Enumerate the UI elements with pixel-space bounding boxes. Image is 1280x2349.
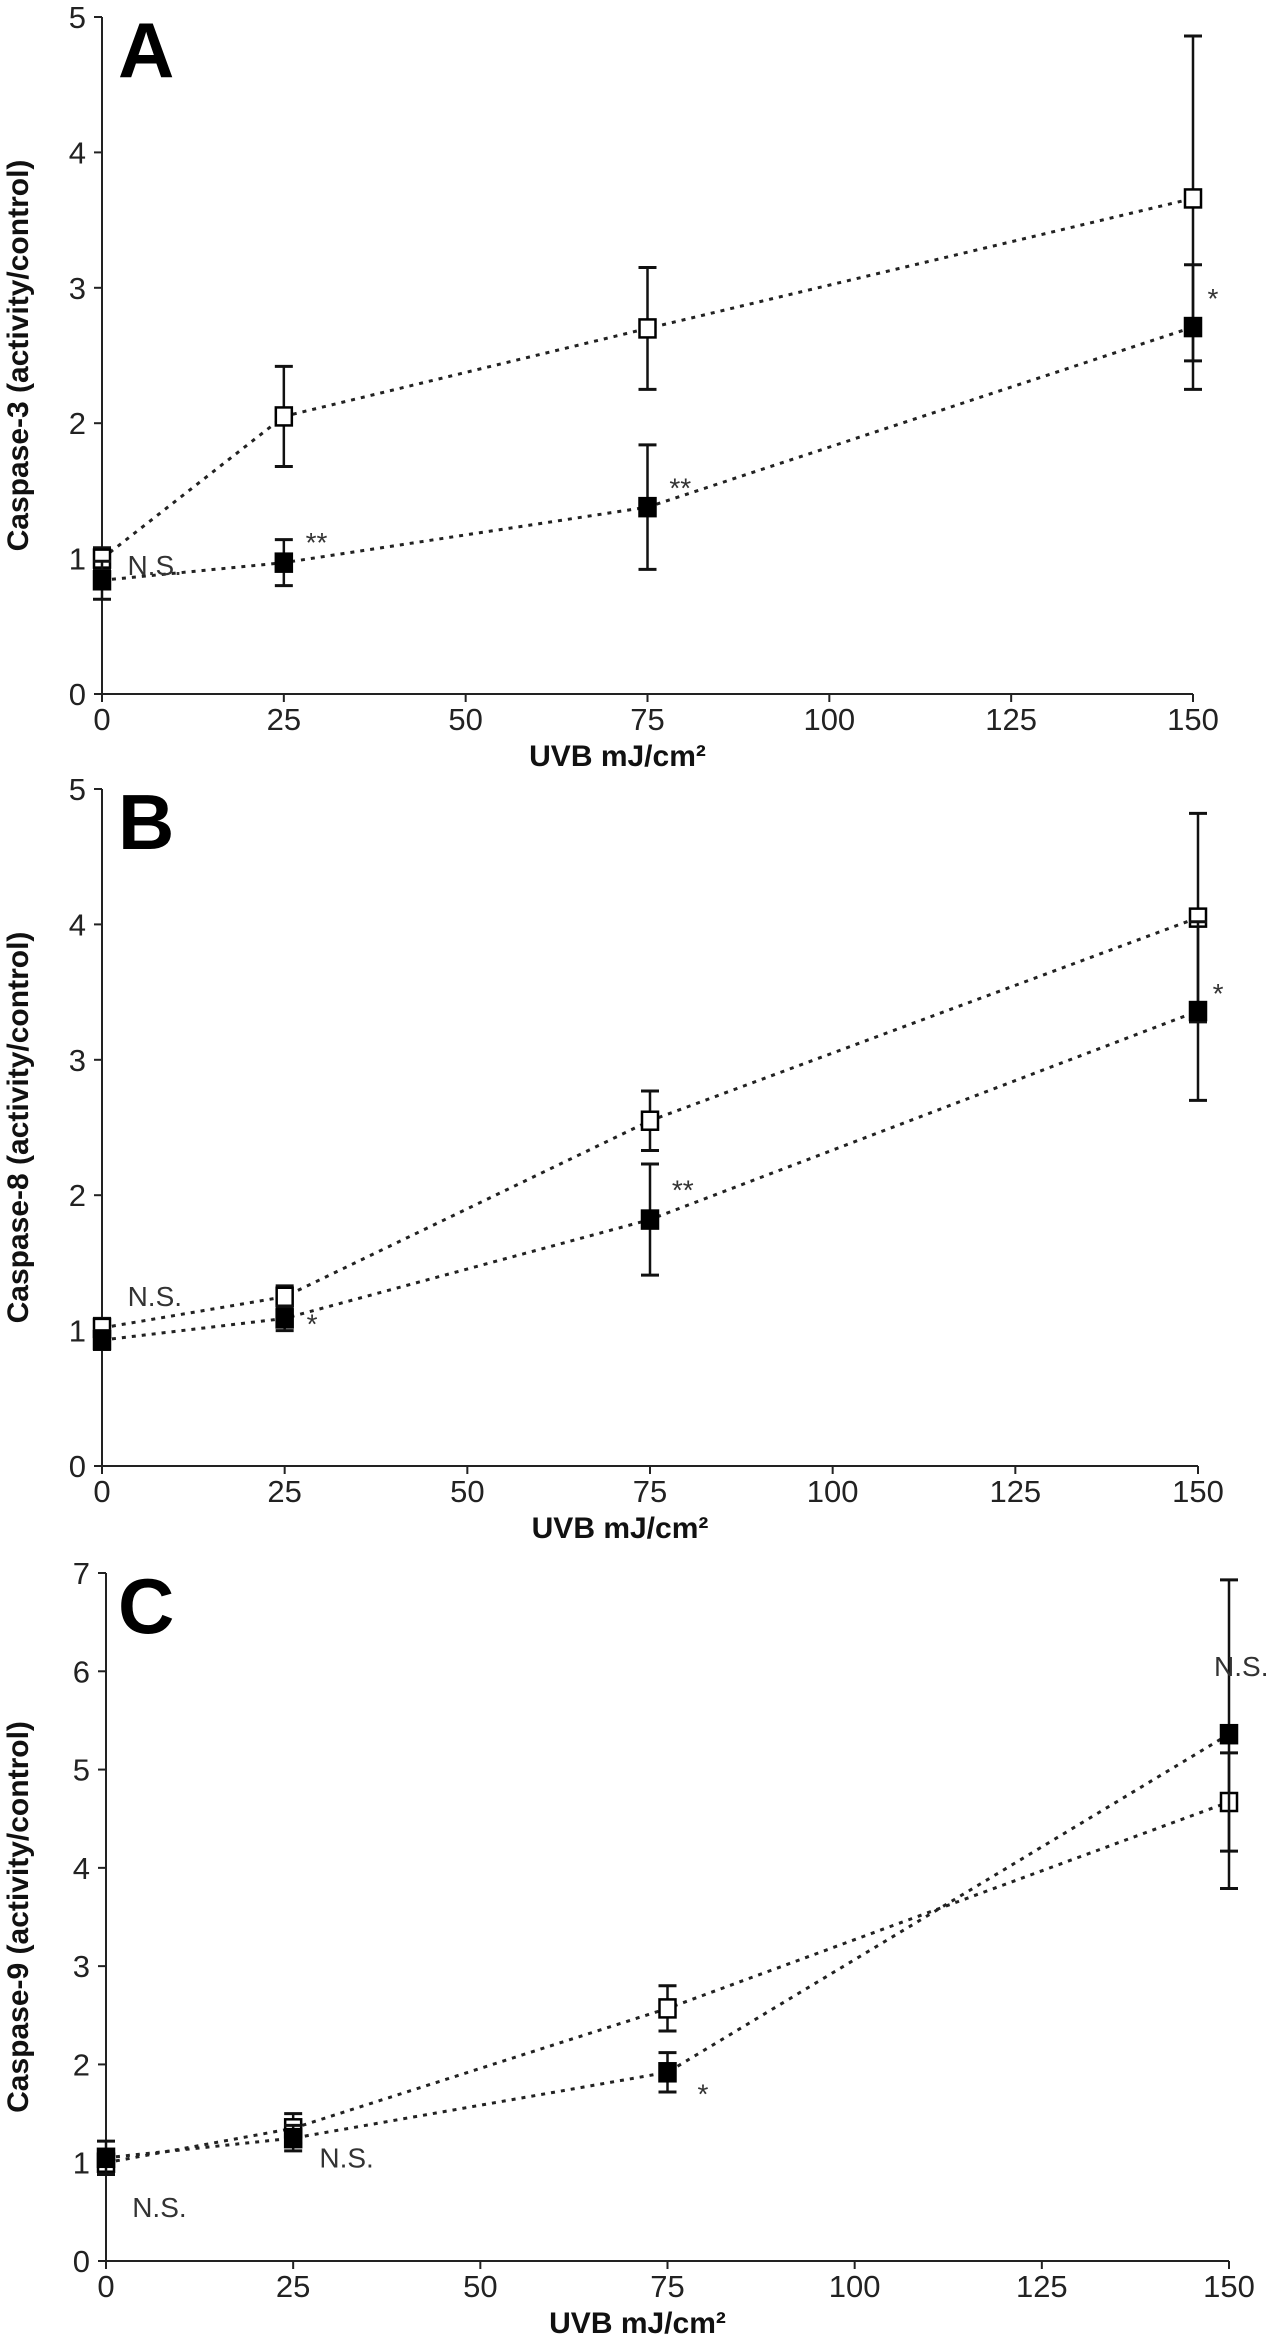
x-tick-label: 150 bbox=[1172, 1474, 1224, 1509]
significance-annotation: N.S. bbox=[128, 1281, 182, 1312]
y-tick-label: 1 bbox=[73, 2146, 90, 2181]
significance-annotation: * bbox=[1213, 978, 1224, 1009]
y-tick-label: 4 bbox=[69, 907, 86, 942]
data-point bbox=[640, 1209, 660, 1230]
panel-c: 0 25 50 75 100 125 150 0 1 2 3 4 5 6 7 UVB mJ/cm² Caspas… bbox=[2, 1556, 1268, 2340]
y-tick-label: 2 bbox=[69, 1178, 86, 1213]
data-point bbox=[96, 2147, 116, 2169]
y-tick-label: 0 bbox=[73, 2244, 90, 2279]
x-tick-label: 125 bbox=[985, 702, 1037, 737]
data-point bbox=[274, 552, 294, 573]
x-tick-label: 50 bbox=[463, 2269, 497, 2304]
y-tick-label: 3 bbox=[73, 1949, 90, 1984]
x-tick-label: 50 bbox=[450, 1474, 484, 1509]
x-tick-label: 125 bbox=[1016, 2269, 1068, 2304]
x-tick-label: 150 bbox=[1203, 2269, 1255, 2304]
significance-annotation: N.S. bbox=[132, 2192, 186, 2223]
x-tick-label: 100 bbox=[803, 702, 855, 737]
x-tick-label: 100 bbox=[807, 1474, 859, 1509]
x-tick-label: 100 bbox=[829, 2269, 881, 2304]
panel-letter: A bbox=[118, 6, 174, 94]
series-line bbox=[105, 1732, 1230, 2160]
y-tick-label: 0 bbox=[69, 677, 86, 712]
x-tick-label: 75 bbox=[630, 702, 664, 737]
x-tick-label: 0 bbox=[93, 1474, 110, 1509]
series-filled-square bbox=[92, 920, 1208, 1352]
significance-annotation: ** bbox=[672, 1174, 694, 1205]
panel-letter: C bbox=[118, 1562, 174, 1650]
data-point bbox=[275, 1308, 294, 1329]
y-tick-label: 2 bbox=[73, 2047, 90, 2082]
x-tick-label: 75 bbox=[650, 2269, 684, 2304]
y-tick-label: 5 bbox=[73, 1753, 90, 1788]
y-tick-label: 4 bbox=[73, 1851, 90, 1886]
x-tick-label: 0 bbox=[97, 2269, 114, 2304]
x-tick-label: 50 bbox=[448, 702, 482, 737]
y-tick-label: 7 bbox=[73, 1556, 90, 1591]
significance-annotation: * bbox=[1208, 283, 1219, 314]
data-point bbox=[638, 318, 657, 339]
data-point bbox=[658, 1998, 677, 2019]
y-tick-label: 1 bbox=[69, 542, 86, 577]
x-tick-label: 75 bbox=[633, 1474, 667, 1509]
series-line bbox=[101, 1009, 1199, 1342]
series-open-square bbox=[96, 1751, 1239, 2177]
x-axis-label: UVB mJ/cm² bbox=[549, 2307, 726, 2340]
data-point bbox=[283, 2127, 303, 2149]
data-point bbox=[1183, 316, 1203, 338]
data-point bbox=[274, 406, 294, 427]
y-tick-label: 3 bbox=[69, 271, 86, 306]
y-tick-label: 2 bbox=[69, 406, 86, 441]
panel-a: 0 25 50 75 100 125 150 0 1 2 3 4 5 UVB mJ/cm² Caspase-… bbox=[2, 0, 1219, 773]
data-point bbox=[92, 1329, 112, 1351]
series-line bbox=[101, 325, 1194, 582]
significance-annotation: N.S. bbox=[319, 2143, 373, 2174]
series-line bbox=[101, 916, 1199, 1330]
data-point bbox=[1219, 1723, 1239, 1745]
y-axis-label: Caspase-8 (activity/control) bbox=[2, 932, 35, 1324]
x-tick-label: 25 bbox=[267, 702, 301, 737]
significance-annotation: * bbox=[307, 1308, 318, 1339]
series-filled-square bbox=[96, 1578, 1239, 2177]
x-tick-label: 25 bbox=[267, 1474, 301, 1509]
data-point bbox=[92, 570, 112, 591]
y-tick-label: 5 bbox=[69, 0, 86, 35]
y-axis-label: Caspase-9 (activity/control) bbox=[2, 1721, 35, 2113]
panel-letter: B bbox=[118, 778, 174, 866]
x-tick-label: 150 bbox=[1167, 702, 1219, 737]
y-tick-label: 6 bbox=[73, 1654, 90, 1689]
significance-annotation: * bbox=[697, 2079, 708, 2110]
y-tick-label: 1 bbox=[69, 1314, 86, 1349]
series-filled-square bbox=[92, 263, 1203, 601]
significance-annotation: N.S. bbox=[127, 550, 181, 581]
x-tick-label: 125 bbox=[989, 1474, 1041, 1509]
y-tick-label: 3 bbox=[69, 1043, 86, 1078]
y-tick-label: 4 bbox=[69, 135, 86, 170]
y-axis-label: Caspase-3 (activity/control) bbox=[2, 160, 35, 552]
data-point bbox=[1188, 1000, 1208, 1022]
data-point bbox=[1183, 188, 1203, 209]
x-tick-label: 25 bbox=[276, 2269, 310, 2304]
data-point bbox=[640, 1110, 660, 1131]
panel-b: 0 25 50 75 100 125 150 0 1 2 3 4 5 UVB mJ/cm² Caspase-… bbox=[2, 772, 1224, 1545]
significance-annotation: ** bbox=[306, 527, 328, 558]
significance-annotation: ** bbox=[669, 473, 691, 504]
y-tick-label: 0 bbox=[69, 1449, 86, 1484]
y-tick-label: 5 bbox=[69, 772, 86, 807]
series-line bbox=[105, 1800, 1230, 2165]
x-tick-label: 0 bbox=[93, 702, 110, 737]
x-axis-label: UVB mJ/cm² bbox=[532, 1512, 709, 1545]
data-point bbox=[275, 1286, 294, 1307]
data-point bbox=[638, 496, 657, 518]
significance-annotation: N.S. bbox=[1214, 1651, 1268, 1682]
data-point bbox=[658, 2062, 677, 2083]
x-axis-label: UVB mJ/cm² bbox=[529, 740, 706, 773]
